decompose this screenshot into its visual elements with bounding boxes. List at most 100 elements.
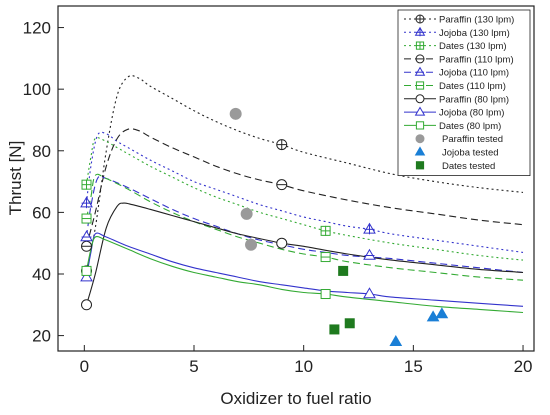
series-marker [363, 287, 376, 299]
marker-shape [415, 161, 425, 170]
series-line-5 [85, 173, 524, 281]
marker-shape [415, 121, 425, 130]
legend-marker [414, 106, 426, 116]
marker-shape [81, 265, 92, 276]
legend-item: Dates (80 lpm) [404, 121, 501, 132]
legend-item: Jojoba (80 lpm) [404, 106, 504, 119]
marker-shape [240, 207, 253, 220]
legend-item: Jojoba (130 lpm) [404, 26, 510, 39]
series-marker [320, 252, 331, 263]
axis-ticks: 0 5 10 15 20 20 40 60 80 100 120 [23, 19, 533, 376]
y-axis-label: Thrust [N] [6, 141, 25, 216]
legend-label: Paraffin (80 lpm) [439, 94, 509, 105]
legend-item: Dates tested [415, 161, 495, 172]
legend-marker [415, 81, 425, 90]
marker-shape [415, 134, 425, 144]
legend-marker [415, 161, 425, 170]
legend-marker [414, 66, 426, 76]
series-line-1 [85, 131, 524, 253]
marker-shape [426, 310, 440, 322]
y-tick-label: 120 [23, 19, 51, 38]
marker-shape [81, 299, 93, 311]
tested-point [389, 335, 403, 347]
y-tick-label: 100 [23, 80, 51, 99]
legend-item: Dates (110 lpm) [404, 81, 506, 92]
x-tick-label: 5 [189, 357, 198, 376]
legend-item: Jojoba tested [414, 146, 499, 159]
legend-label: Jojoba (110 lpm) [439, 68, 509, 79]
legend-item: Paraffin (130 lpm) [404, 14, 514, 26]
marker-shape [229, 107, 242, 120]
series-marker [80, 230, 93, 242]
legend-marker [415, 41, 425, 50]
y-tick-label: 20 [32, 327, 51, 346]
x-tick-label: 10 [294, 357, 313, 376]
tested-point [329, 324, 340, 335]
marker-shape [435, 307, 449, 319]
series-line-2 [85, 137, 524, 261]
marker-shape [320, 289, 331, 300]
legend-marker [415, 54, 425, 64]
legend-label: Dates (130 lpm) [439, 41, 507, 52]
y-tick-label: 40 [32, 265, 51, 284]
tested-point [240, 207, 253, 220]
legend-label: Jojoba (130 lpm) [439, 28, 510, 39]
marker-shape [389, 335, 403, 347]
series-line-7 [85, 232, 524, 307]
legend-item: Jojoba (110 lpm) [404, 66, 509, 79]
legend-marker [415, 134, 425, 144]
series-marker [80, 270, 93, 282]
series-marker [81, 240, 93, 252]
marker-shape [80, 230, 93, 242]
marker-shape [363, 287, 376, 299]
legend-marker [414, 26, 426, 37]
marker-shape [363, 248, 376, 260]
series-marker [363, 248, 376, 260]
legend-label: Paraffin (110 lpm) [439, 54, 514, 65]
y-tick-label: 80 [32, 142, 51, 161]
marker-shape [344, 318, 355, 329]
legend-item: Paraffin tested [415, 134, 503, 145]
tested-point [338, 265, 349, 276]
series-marker [276, 179, 288, 191]
series-marker [363, 222, 376, 235]
series-marker [320, 289, 331, 300]
marker-shape [414, 66, 426, 76]
legend-marker [414, 146, 426, 156]
tested-point [245, 238, 258, 251]
tested-points [229, 107, 449, 347]
legend-marker [415, 121, 425, 130]
series-line-0 [85, 75, 524, 272]
tested-point [426, 310, 440, 322]
series-marker [80, 196, 93, 209]
series-line-3 [85, 128, 524, 247]
series-markers [80, 139, 376, 311]
legend-marker [415, 94, 425, 104]
marker-shape [245, 238, 258, 251]
series-marker [276, 139, 288, 151]
marker-shape [329, 324, 340, 335]
marker-shape [415, 94, 425, 104]
legend: Paraffin (130 lpm) Jojoba (130 lpm) Dates … [397, 9, 531, 177]
series-marker [276, 237, 288, 249]
legend-label: Paraffin tested [442, 134, 503, 145]
tested-point [229, 107, 242, 120]
legend-item: Paraffin (80 lpm) [404, 94, 509, 105]
series-marker [81, 179, 92, 190]
x-tick-label: 0 [80, 357, 89, 376]
series-marker [81, 299, 93, 311]
series-marker [81, 213, 92, 224]
legend-label: Paraffin (130 lpm) [439, 15, 514, 26]
legend-item: Dates (130 lpm) [404, 41, 507, 52]
marker-shape [276, 237, 288, 249]
marker-shape [80, 270, 93, 282]
x-tick-label: 15 [404, 357, 423, 376]
series-lines [85, 75, 524, 314]
legend-item: Paraffin (110 lpm) [404, 54, 514, 65]
tested-point [344, 318, 355, 329]
legend-label: Jojoba (80 lpm) [439, 108, 504, 119]
legend-label: Dates (80 lpm) [439, 121, 501, 132]
marker-shape [414, 146, 426, 156]
series-marker [81, 265, 92, 276]
